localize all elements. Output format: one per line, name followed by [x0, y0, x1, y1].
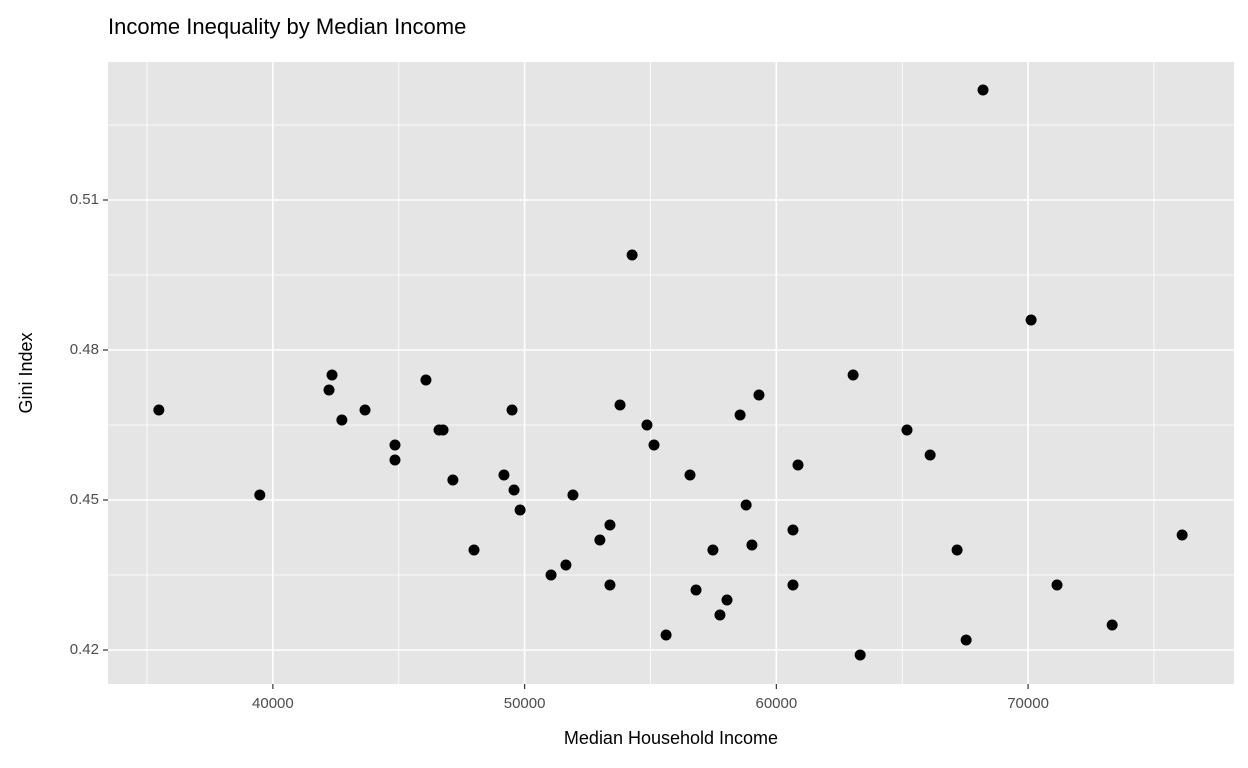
- y-tick-label: 0.45: [70, 491, 99, 508]
- point: [326, 369, 338, 381]
- point: [740, 499, 752, 511]
- point: [567, 489, 579, 501]
- point: [648, 439, 660, 451]
- point: [560, 559, 572, 571]
- point: [753, 389, 765, 401]
- x-tick-label: 70000: [1007, 695, 1049, 712]
- point: [437, 424, 449, 436]
- y-tick-label: 0.48: [70, 341, 99, 358]
- point: [323, 384, 335, 396]
- point: [614, 399, 626, 411]
- point: [924, 449, 936, 461]
- point: [254, 489, 266, 501]
- point: [153, 404, 165, 416]
- point: [734, 409, 746, 421]
- point: [746, 539, 758, 551]
- point: [787, 524, 799, 536]
- point: [508, 484, 520, 496]
- point: [1051, 579, 1063, 591]
- point: [707, 544, 719, 556]
- point: [787, 579, 799, 591]
- point: [468, 544, 480, 556]
- point: [714, 609, 726, 621]
- point: [389, 454, 401, 466]
- point: [1025, 314, 1037, 326]
- point: [690, 584, 702, 596]
- point: [960, 634, 972, 646]
- point: [545, 569, 557, 581]
- point: [389, 439, 401, 451]
- point: [951, 544, 963, 556]
- point: [1106, 619, 1118, 631]
- point: [336, 414, 348, 426]
- point: [1176, 529, 1188, 541]
- point: [420, 374, 432, 386]
- point: [977, 84, 989, 96]
- point: [626, 249, 638, 261]
- point: [604, 519, 616, 531]
- point: [506, 404, 518, 416]
- point: [641, 419, 653, 431]
- point: [660, 629, 672, 641]
- point: [594, 534, 606, 546]
- x-tick-label: 40000: [252, 695, 294, 712]
- y-tick-label: 0.51: [70, 191, 99, 208]
- y-tick-label: 0.42: [70, 641, 99, 658]
- point: [604, 579, 616, 591]
- point: [854, 649, 866, 661]
- point: [359, 404, 371, 416]
- x-tick-label: 50000: [504, 695, 546, 712]
- x-axis-title: Median Household Income: [564, 728, 778, 748]
- point: [684, 469, 696, 481]
- point: [901, 424, 913, 436]
- point: [514, 504, 526, 516]
- y-axis-title: Gini Index: [16, 332, 36, 413]
- point: [847, 369, 859, 381]
- point: [447, 474, 459, 486]
- point: [498, 469, 510, 481]
- point: [792, 459, 804, 471]
- plot-panel: [108, 62, 1234, 684]
- chart-title: Income Inequality by Median Income: [108, 14, 466, 39]
- x-tick-label: 60000: [755, 695, 797, 712]
- point: [721, 594, 733, 606]
